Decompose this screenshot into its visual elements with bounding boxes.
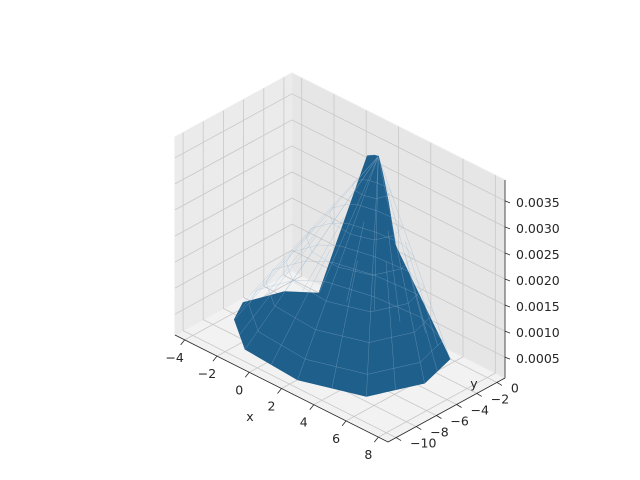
z-tick-mark <box>504 252 511 256</box>
x-tick-label: 8 <box>364 447 372 462</box>
x-tick-mark <box>374 436 379 443</box>
z-tick-label: 0.0035 <box>516 195 560 210</box>
y-gridline <box>182 132 397 438</box>
y-tick-mark <box>496 382 503 386</box>
y-tick-mark <box>395 437 402 441</box>
z-gridline <box>174 223 506 332</box>
y-tick-label: −2 <box>491 391 509 406</box>
z-gridline <box>174 171 506 280</box>
z-tick-label: 0.0025 <box>516 247 560 262</box>
z-gridline <box>174 93 506 202</box>
x-tick-label: 4 <box>300 415 308 430</box>
x-tick-label: 6 <box>332 431 340 446</box>
surface-mesh-edge <box>378 156 425 384</box>
x-tick-mark <box>244 372 250 378</box>
y-tick-label: −4 <box>471 402 489 417</box>
surface-mesh-edge <box>271 249 331 365</box>
x-tick-label: −4 <box>165 350 183 365</box>
surface-mesh-edge <box>331 260 358 388</box>
surface-mesh-edge <box>263 219 327 298</box>
y-tick-label: 0 <box>511 380 519 395</box>
y-tick-label: −10 <box>410 436 436 451</box>
y-tick-mark <box>476 393 482 397</box>
x-axis-label: x <box>246 409 253 424</box>
y-tick-label: −8 <box>430 425 448 440</box>
x-tick-mark <box>341 420 347 427</box>
z-tick-label: 0.0015 <box>516 299 560 314</box>
surface-mesh-edge <box>378 156 451 359</box>
y-tick-mark <box>416 426 422 430</box>
x-tick-mark <box>180 339 185 346</box>
surface-mesh-ring <box>265 260 435 343</box>
z-tick-label: 0.0020 <box>516 273 560 288</box>
surface-mesh-edge <box>318 156 379 294</box>
surface-mesh-ring <box>306 222 415 276</box>
surface-mesh-edge <box>243 156 379 303</box>
y-tick-label: −6 <box>450 414 468 429</box>
z-tick-mark <box>504 356 511 360</box>
x-tick-label: 2 <box>268 399 276 414</box>
surface-mesh-edge <box>385 261 396 390</box>
surface-ridge <box>367 154 396 246</box>
x-gridline <box>378 175 496 438</box>
z-tick-mark <box>504 226 511 230</box>
surface-mesh <box>233 154 451 397</box>
z-gridline <box>174 119 506 228</box>
surface-mesh-edge <box>366 156 379 397</box>
surface-mesh-ring <box>248 280 444 375</box>
z-tick-mark <box>504 304 511 308</box>
surface-mesh-ring <box>329 204 403 241</box>
surface-mesh-ring <box>352 179 392 199</box>
surface-mesh-edge <box>239 236 317 335</box>
surface-mesh-edge <box>297 156 379 380</box>
x-tick-mark <box>309 404 315 410</box>
z-gridline <box>174 145 506 254</box>
surface-mesh-edge <box>346 221 365 302</box>
y-tick-mark <box>436 415 442 419</box>
x-gridline <box>184 77 303 341</box>
surface-mesh-edge <box>404 241 438 347</box>
x-tick-mark <box>212 355 218 362</box>
z-gridline <box>174 197 506 306</box>
x-tick-label: 0 <box>235 382 243 397</box>
z-tick-mark <box>504 330 511 334</box>
z-gridline <box>174 249 506 358</box>
z-tick-label: 0.0010 <box>516 325 560 340</box>
y-tick-mark <box>456 404 462 408</box>
axis-ticks: −4−2024680−2−4−6−8−100.00050.00100.00150… <box>165 195 559 462</box>
z-tick-label: 0.0005 <box>516 351 560 366</box>
surface-mesh-edge <box>238 225 316 312</box>
z-tick-mark <box>504 278 511 282</box>
surface-mesh-ring <box>286 244 425 313</box>
x-tick-label: −2 <box>198 366 216 381</box>
y-axis-line <box>387 377 506 443</box>
surface-mesh-edge <box>234 156 379 320</box>
surface-mesh-edge <box>378 156 426 334</box>
surface-mesh-edge <box>301 217 345 293</box>
z-tick-mark <box>504 200 511 204</box>
y-axis-label: y <box>470 376 478 391</box>
z-tick-label: 0.0030 <box>516 221 560 236</box>
surface-mesh-edge <box>374 156 379 311</box>
x-gridline <box>345 158 464 422</box>
surface-mesh-edge <box>245 156 379 350</box>
surface-mesh-edge <box>387 230 401 322</box>
x-tick-mark <box>277 388 282 394</box>
surface-mesh-edge <box>404 252 438 372</box>
